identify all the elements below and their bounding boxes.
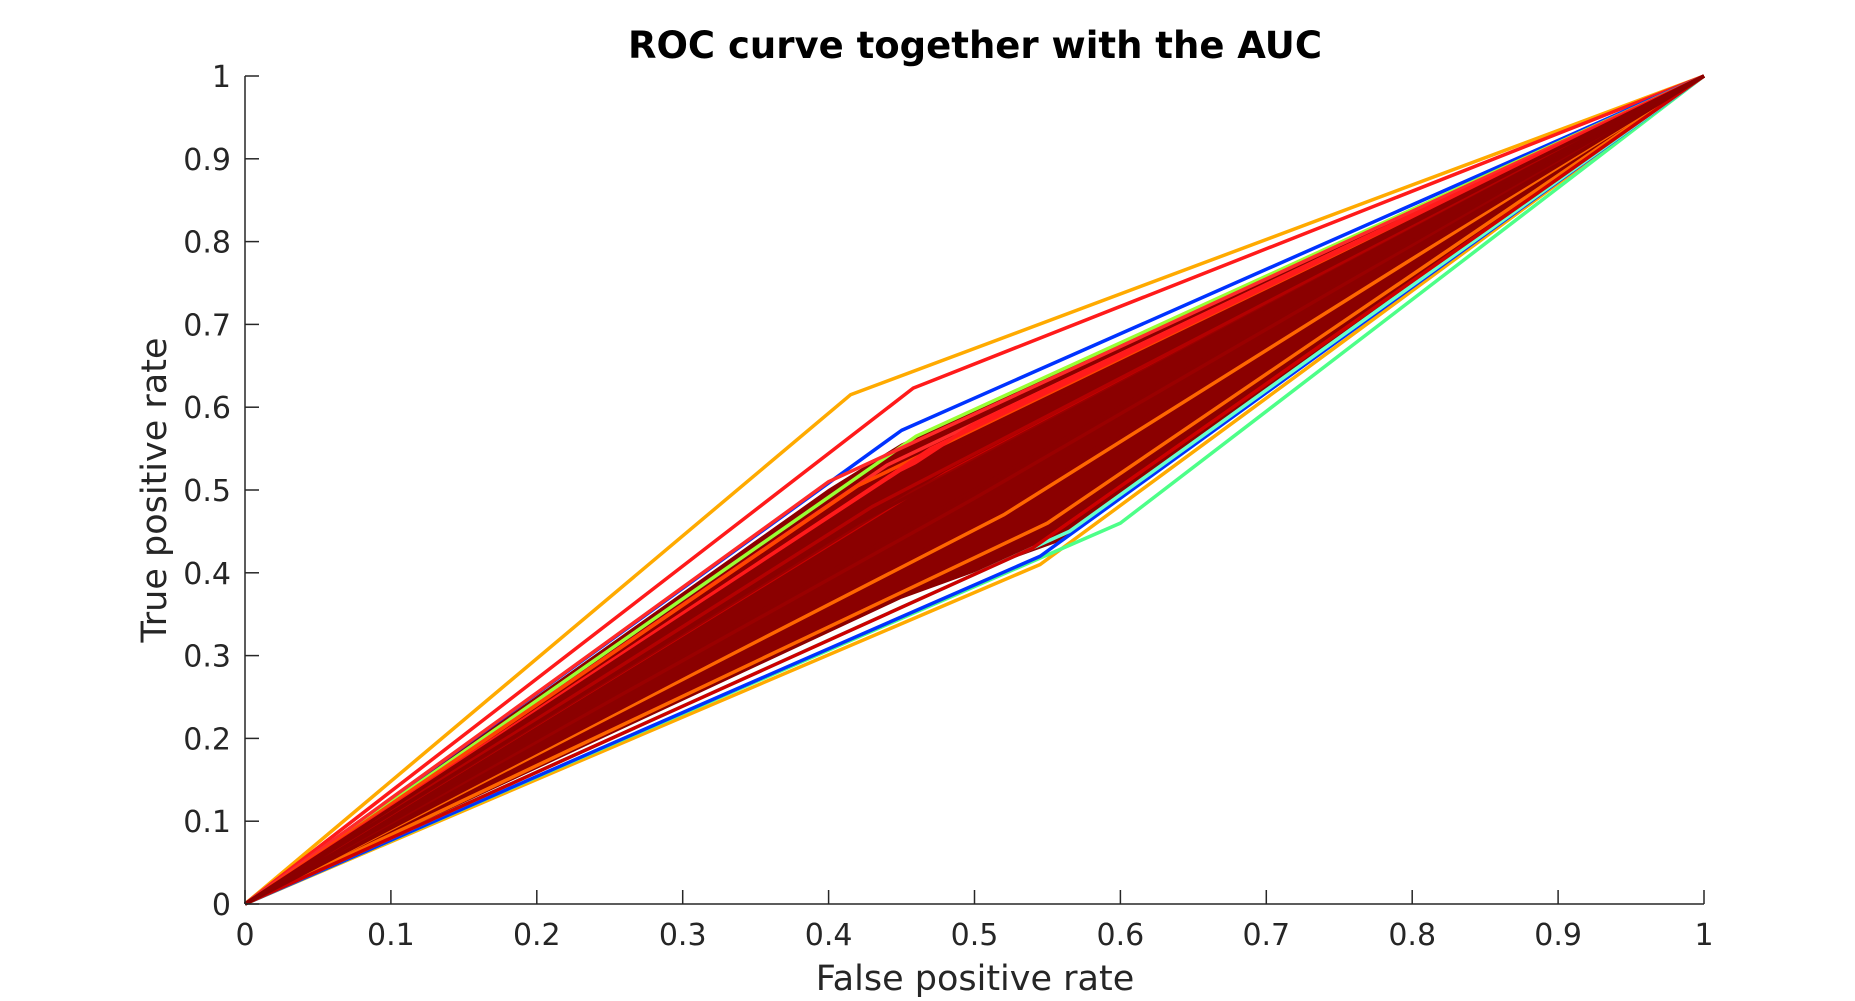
roc-curve-15 [244, 74, 1705, 906]
x-tick-label: 0.4 [805, 918, 853, 953]
y-tick-label: 0.3 [183, 640, 231, 675]
y-tick-label: 1 [212, 60, 231, 95]
y-tick-label: 0.7 [183, 308, 231, 343]
x-ticks: 0 0.1 0.2 0.3 0.4 0.5 0.6 0.7 0.8 0.9 1 [235, 890, 1714, 953]
x-tick-label: 0 [235, 918, 254, 953]
y-tick-label: 0.4 [183, 557, 231, 592]
x-tick-label: 0.9 [1534, 918, 1582, 953]
x-tick-label: 0.7 [1242, 918, 1290, 953]
roc-curve-5 [244, 74, 1706, 906]
roc-curve-23 [244, 74, 1705, 906]
curve-lines-layer [243, 74, 1706, 906]
roc-curve-9 [244, 74, 1705, 906]
y-tick-label: 0.8 [183, 226, 231, 261]
roc-curve-1 [243, 74, 1705, 906]
x-tick-label: 0.3 [659, 918, 707, 953]
y-tick-label: 0 [212, 888, 231, 923]
y-axis-label: True positive rate [135, 338, 175, 644]
chart-title: ROC curve together with the AUC [628, 24, 1322, 67]
y-tick-label: 0.9 [183, 143, 231, 178]
x-tick-label: 0.1 [367, 918, 415, 953]
x-tick-label: 0.5 [951, 918, 999, 953]
roc-curve-18 [244, 74, 1705, 906]
y-tick-label: 0.6 [183, 391, 231, 426]
roc-curve-24 [244, 74, 1705, 906]
y-tick-label: 0.1 [183, 805, 231, 840]
x-tick-label: 0.8 [1388, 918, 1436, 953]
x-axis-label: False positive rate [816, 959, 1135, 999]
roc-curve-25 [244, 74, 1705, 906]
roc-curve-16 [244, 74, 1706, 906]
x-tick-label: 0.2 [513, 918, 561, 953]
roc-curve-2 [243, 74, 1705, 906]
roc-curve-10 [243, 74, 1705, 906]
x-tick-label: 1 [1694, 918, 1713, 953]
y-ticks: 0 0.1 0.2 0.3 0.4 0.5 0.6 0.7 0.8 0.9 1 [183, 60, 259, 923]
y-tick-label: 0.2 [183, 722, 231, 757]
x-tick-label: 0.6 [1097, 918, 1145, 953]
roc-curve-21 [244, 74, 1705, 906]
y-tick-label: 0.5 [183, 474, 231, 509]
roc-curve-20 [244, 74, 1705, 906]
